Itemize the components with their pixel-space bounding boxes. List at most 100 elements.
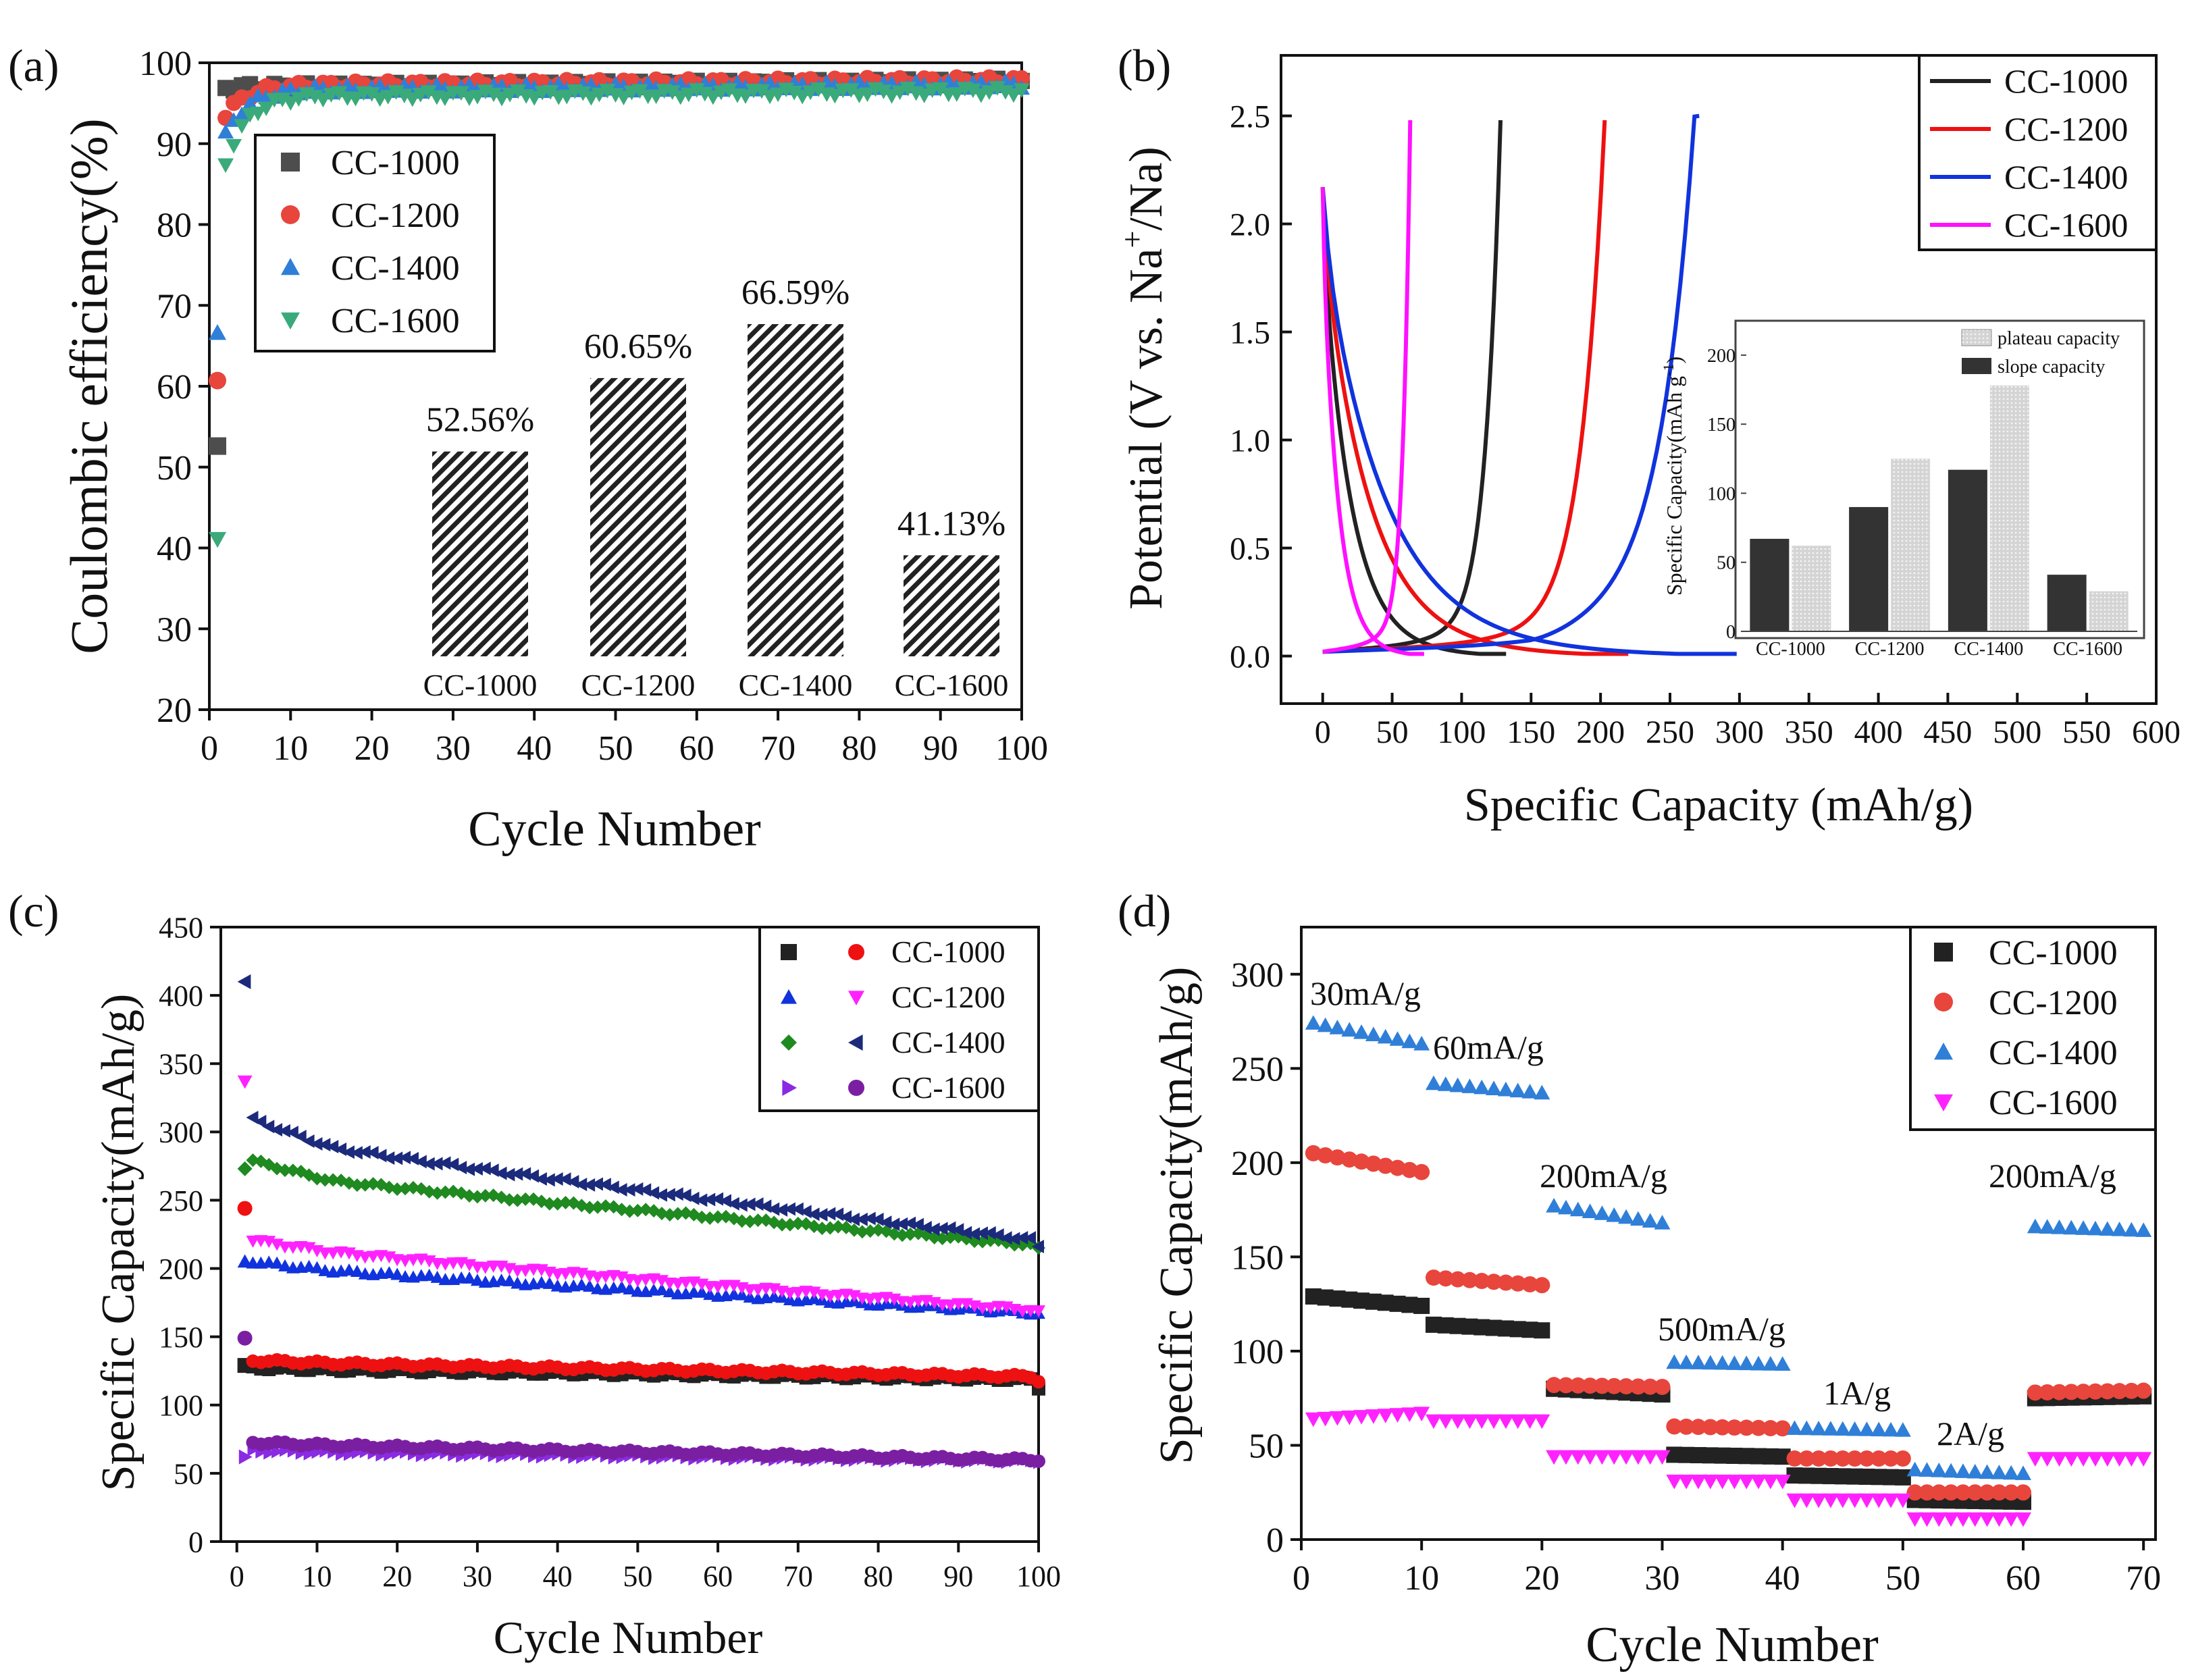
panel-b-legend-box — [1918, 54, 2158, 251]
y-tick-label: 400 — [159, 980, 203, 1013]
x-tick-label: 550 — [2062, 714, 2111, 750]
panel-d-ylabel: Specific Capacity(mAh/g) — [1151, 967, 1203, 1465]
data-point — [1317, 1017, 1334, 1032]
data-point — [1582, 1377, 1598, 1394]
inset-legend-label: slope capacity — [1998, 357, 2105, 377]
data-point — [1762, 1356, 1779, 1371]
legend-label: CC-1000 — [331, 144, 460, 182]
data-point — [1786, 1420, 1803, 1435]
data-point — [1497, 1414, 1514, 1429]
data-point — [1822, 1493, 1839, 1508]
series-CC-1400 charge — [237, 974, 1044, 1253]
data-point — [422, 1157, 435, 1171]
series-CC-1000 charge — [237, 1201, 1045, 1389]
y-tick-label: 250 — [1231, 1051, 1284, 1089]
data-point — [671, 1278, 685, 1290]
data-point — [983, 1302, 997, 1315]
inset-bar — [590, 377, 686, 656]
data-point — [1894, 1469, 1911, 1486]
data-point — [1943, 1484, 1960, 1501]
data-point — [1726, 1474, 1743, 1490]
data-point — [2099, 1383, 2116, 1400]
data-point — [358, 1178, 372, 1192]
legend-marker — [781, 944, 797, 960]
panel-b-inset: 0 50 100 150 200 Specific Capacity(mAh g-1) CC… — [1660, 319, 2145, 660]
data-point — [1979, 1484, 1995, 1501]
inset-legend-label: plateau capacity — [1998, 328, 2120, 349]
data-point — [1906, 1512, 1923, 1527]
data-point — [310, 1261, 324, 1274]
x-tick-label: 20 — [355, 729, 390, 768]
data-point — [519, 1265, 533, 1278]
data-point — [1774, 1474, 1791, 1490]
data-point — [542, 1276, 556, 1289]
y-tick-label: 450 — [159, 911, 203, 944]
data-point — [1401, 1033, 1418, 1049]
data-point — [1943, 1463, 1960, 1478]
x-tick-label: 50 — [623, 1560, 652, 1593]
data-point — [783, 1202, 795, 1216]
data-point — [1317, 1411, 1334, 1427]
data-point — [398, 1255, 413, 1267]
data-point — [791, 1286, 805, 1299]
data-point — [767, 1202, 780, 1216]
x-tick-label: 0 — [1315, 714, 1331, 750]
inset-category-label: CC-1200 — [1855, 639, 1925, 660]
data-point — [494, 91, 511, 107]
x-tick-label: 40 — [543, 1560, 573, 1593]
data-point — [430, 1186, 444, 1200]
data-point — [1883, 1421, 1900, 1437]
panel-c-legend-box — [758, 926, 1040, 1112]
data-point — [591, 1177, 604, 1191]
data-point — [2015, 1484, 2032, 1501]
data-point — [238, 1449, 253, 1465]
legend-marker — [1934, 943, 1953, 962]
y-tick-label: 350 — [159, 1048, 203, 1081]
data-point — [1557, 1199, 1574, 1215]
data-point — [1377, 1157, 1394, 1174]
data-point — [1305, 1145, 1322, 1161]
data-point — [1714, 1355, 1731, 1370]
data-point — [1032, 1305, 1045, 1318]
discharge-curve — [1320, 187, 1629, 656]
data-point — [875, 84, 892, 99]
y-tick-label: 50 — [1249, 1427, 1284, 1466]
data-point — [1569, 1377, 1586, 1394]
data-point — [1919, 1484, 1935, 1501]
data-point — [1461, 1078, 1478, 1093]
rate-label: 500mA/g — [1658, 1310, 1785, 1348]
data-point — [526, 91, 543, 106]
data-point — [591, 1271, 605, 1284]
panel-d-rate-labels: 30mA/g 60mA/g 200mA/g 500mA/g 1A/g 2A/g 200mA/… — [1310, 974, 2116, 1452]
legend-marker — [1934, 1043, 1953, 1060]
inset-bar-label: 52.56% — [426, 401, 534, 440]
data-point — [999, 1231, 1012, 1245]
panel-a: (a) Coulombic efficiency(%) Cycle Number… — [8, 40, 1048, 857]
data-point — [1461, 1414, 1478, 1429]
data-point — [1486, 1080, 1503, 1095]
data-point — [1858, 1493, 1875, 1508]
y-tick-label: 100 — [159, 1389, 203, 1422]
rate-label: 30mA/g — [1310, 974, 1421, 1012]
data-point — [695, 1210, 709, 1224]
data-point — [1919, 1462, 1935, 1477]
data-point — [1690, 1474, 1706, 1490]
legend-label: CC-1200 — [331, 196, 460, 235]
data-point — [2087, 1383, 2104, 1400]
data-point — [871, 1223, 885, 1237]
data-point — [430, 1270, 444, 1283]
data-point — [2123, 1452, 2140, 1467]
data-point — [302, 1242, 316, 1255]
data-point — [815, 1222, 829, 1236]
data-point — [823, 1290, 837, 1303]
panel-b-ylabel: Potential (V vs. Na+/Na) — [1115, 147, 1172, 610]
data-point — [226, 138, 242, 154]
data-point — [1024, 1231, 1037, 1245]
data-point — [1991, 1484, 2008, 1501]
discharge-curve — [1320, 187, 1507, 656]
legend-marker — [848, 1034, 863, 1051]
data-point — [534, 1172, 547, 1186]
x-tick-label: 250 — [1646, 714, 1694, 750]
data-point — [751, 1284, 765, 1296]
data-point — [502, 1274, 517, 1286]
